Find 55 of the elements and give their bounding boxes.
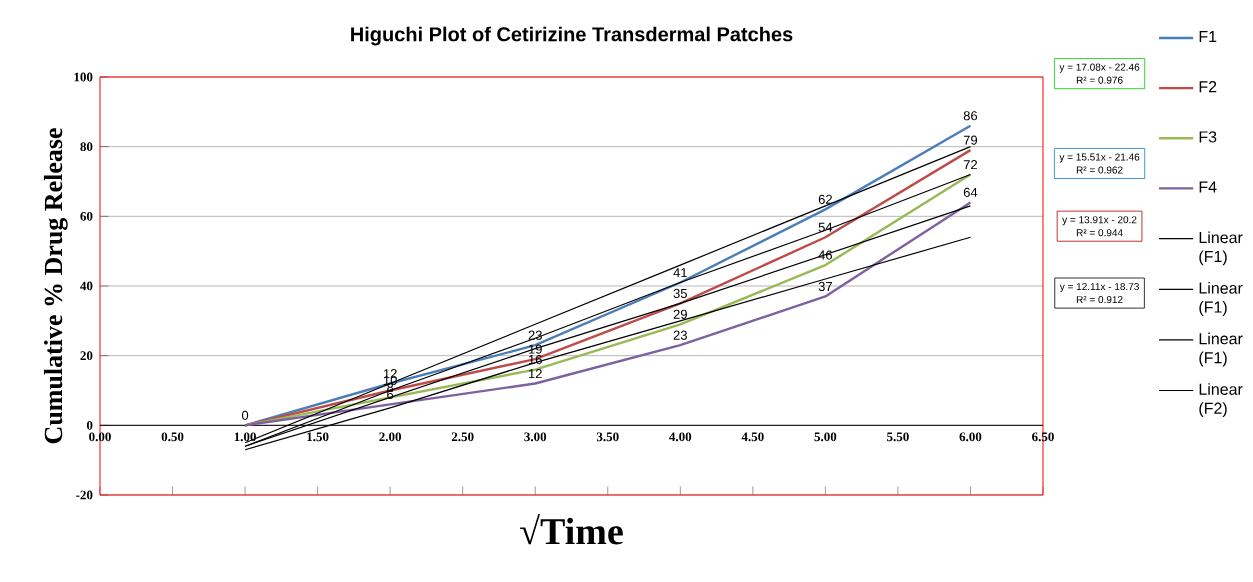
x-tick-label: 2.00 [379,432,402,442]
data-label: 37 [818,281,832,292]
legend-label: F2 [1199,81,1217,93]
data-label: 86 [963,111,978,121]
data-label: 23 [673,330,687,340]
x-tick-label: 4.00 [669,432,692,442]
legend-label: Linear (F1) [1199,332,1243,367]
x-tick-label: 1.50 [307,432,329,442]
data-label: 62 [818,194,832,204]
data-label: 41 [673,268,687,278]
text: R² = 0.912 [1076,296,1123,304]
y-tick-label: 20 [80,351,93,361]
x-tick-label: 5.00 [814,432,837,442]
x-tick-label: 6.50 [1032,432,1054,442]
legend-label: F3 [1199,131,1217,143]
y-tick-label: 80 [80,142,93,152]
text: y = 13.91x - 20.2 [1062,216,1137,226]
x-tick-label: 6.00 [959,432,982,442]
x-axis-title: √Time [520,514,623,545]
legend-label: F1 [1199,31,1217,43]
text: y = 15.51x - 21.46 [1059,153,1140,163]
data-label: 0 [241,410,249,420]
y-axis-title: Cumulative % Drug Release [43,128,68,444]
data-label: 79 [963,135,978,145]
text: R² = 0.962 [1076,166,1123,174]
legend-label: Linear (F2) [1199,383,1243,418]
data-label: 64 [963,187,978,197]
data-label: 23 [528,330,542,340]
x-tick-label: 4.50 [741,432,764,442]
data-label: 35 [673,288,687,299]
y-tick-label: 100 [74,72,93,82]
x-tick-label: 0.00 [89,432,111,442]
x-tick-label: 2.50 [451,432,474,442]
data-label: 12 [529,369,542,379]
x-tick-label: 3.00 [524,432,547,442]
data-label: 72 [963,160,977,170]
x-tick-label: 1.00 [234,432,256,442]
x-tick-label: 5.50 [887,432,909,442]
chart-title: Higuchi Plot of Cetirizine Transdermal Patches [351,26,793,46]
text: y = 12.11x - 18.73 [1059,283,1139,293]
text: R² = 0.944 [1076,229,1123,237]
y-tick-label: 40 [80,281,93,291]
y-tick-label: -20 [76,490,93,500]
data-label: 29 [673,309,687,319]
data-label: 12 [383,369,397,379]
legend-label: F4 [1199,181,1217,193]
legend-label: Linear (F1) [1199,231,1243,266]
data-label: 54 [818,222,833,232]
text: R² = 0.976 [1076,76,1123,84]
legend-label: Linear (F1) [1199,281,1243,316]
x-tick-label: 0.50 [161,432,184,442]
x-tick-label: 3.50 [596,432,619,442]
y-tick-label: 60 [80,211,93,221]
y-tick-label: 0 [86,420,93,430]
text: y = 17.08x - 22.46 [1059,63,1140,73]
